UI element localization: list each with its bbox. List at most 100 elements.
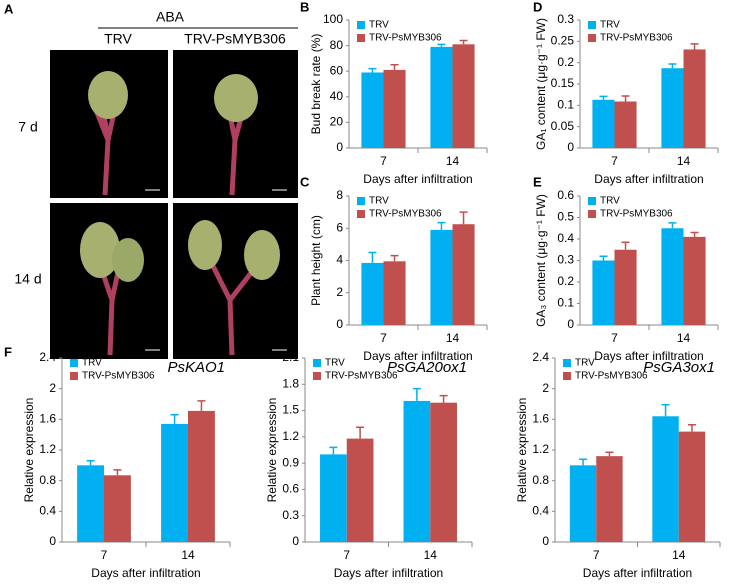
bar xyxy=(104,475,131,542)
x-tick-label: 7 xyxy=(611,154,618,168)
bar xyxy=(188,410,215,542)
panel-letter: F xyxy=(4,344,12,359)
panel-letter: D xyxy=(533,0,542,14)
legend-swatch xyxy=(588,197,596,205)
error-bar xyxy=(661,404,670,417)
y-tick-label: 0.6 xyxy=(282,482,299,496)
plant xyxy=(214,74,258,122)
error-bar xyxy=(579,458,588,466)
error-bar xyxy=(668,222,677,229)
bar xyxy=(430,229,453,325)
y-tick-label: 0.9 xyxy=(282,455,299,469)
y-tick-label: 0.4 xyxy=(532,504,549,518)
row-label: 7 d xyxy=(18,119,37,135)
plant xyxy=(112,238,144,282)
bar xyxy=(661,228,684,325)
x-tick-label: 14 xyxy=(446,154,460,168)
x-axis-label: Days after infiltration xyxy=(594,349,703,363)
legend-label: TRV xyxy=(600,20,620,31)
legend-label: TRV-PsMYB306 xyxy=(369,209,442,220)
legend-swatch xyxy=(588,21,596,29)
x-axis-label: Days after infiltration xyxy=(363,172,472,186)
bar xyxy=(346,438,374,542)
bar xyxy=(361,72,384,148)
y-tick-label: 2.1 xyxy=(282,350,299,364)
x-axis-label: Days after infiltration xyxy=(334,566,443,580)
x-tick-label: 14 xyxy=(424,548,438,562)
y-tick-label: 0 xyxy=(336,317,343,331)
legend-label: TRV-PsMYB306 xyxy=(575,371,648,382)
bar xyxy=(683,236,706,325)
y-tick-label: 0.6 xyxy=(557,188,574,202)
y-axis-label: GA₃ content (μg·g⁻¹ FW) xyxy=(534,194,548,327)
x-axis-label: Days after infiltration xyxy=(363,349,472,363)
y-tick-label: 0 xyxy=(336,140,343,154)
y-tick-label: 0.8 xyxy=(532,473,549,487)
legend-label: TRV xyxy=(600,196,620,207)
y-tick-label: 2.4 xyxy=(39,350,56,364)
y-tick-label: 0.8 xyxy=(39,473,56,487)
column-label: TRV-PsMYB306 xyxy=(184,31,286,47)
x-tick-label: 14 xyxy=(672,548,686,562)
y-tick-label: 0 xyxy=(292,534,299,548)
panel-letter: C xyxy=(300,174,310,189)
error-bar xyxy=(439,394,448,403)
legend-swatch xyxy=(70,359,78,367)
treatment-label: ABA xyxy=(156,9,185,25)
y-tick-label: 1.5 xyxy=(282,403,299,417)
y-tick-label: 20 xyxy=(330,115,344,129)
y-tick-label: 0.3 xyxy=(282,508,299,522)
x-axis-label: Days after infiltration xyxy=(583,566,692,580)
legend-swatch xyxy=(313,359,321,367)
chart-title: PsGA20ox1 xyxy=(387,359,467,376)
legend-swatch xyxy=(357,210,365,218)
error-bar xyxy=(687,423,696,432)
y-axis-label: GA₁ content (μg·g⁻¹ FW) xyxy=(534,18,548,150)
y-tick-label: 0.1 xyxy=(557,98,574,112)
y-tick-label: 0 xyxy=(567,317,574,331)
bar xyxy=(592,260,615,325)
bar xyxy=(161,423,188,542)
bar xyxy=(569,465,597,542)
legend-label: TRV-PsMYB306 xyxy=(600,33,673,44)
bar xyxy=(452,44,475,148)
x-tick-label: 14 xyxy=(446,331,460,345)
bar xyxy=(383,69,406,148)
plant xyxy=(244,230,280,280)
y-tick-label: 0.4 xyxy=(39,504,56,518)
legend-label: TRV xyxy=(369,20,389,31)
y-tick-label: 40 xyxy=(330,89,344,103)
legend-label: TRV xyxy=(575,358,595,369)
bar xyxy=(652,416,679,542)
error-bar xyxy=(605,451,614,457)
error-bar xyxy=(690,43,699,50)
error-bar xyxy=(668,63,677,69)
legend-label: TRV-PsMYB306 xyxy=(369,33,442,44)
legend-swatch xyxy=(357,197,365,205)
bar xyxy=(614,249,637,325)
bar xyxy=(77,465,104,542)
plant xyxy=(88,71,128,119)
x-tick-label: 7 xyxy=(343,548,350,562)
error-bar xyxy=(412,387,421,401)
y-tick-label: 1.2 xyxy=(532,442,549,456)
legend-swatch xyxy=(313,372,321,380)
y-tick-label: 0.3 xyxy=(557,253,574,267)
legend-label: TRV-PsMYB306 xyxy=(82,371,155,382)
error-bar xyxy=(437,43,446,47)
error-bar xyxy=(599,95,608,100)
bar xyxy=(592,99,615,148)
y-tick-label: 0.3 xyxy=(557,12,574,26)
bar xyxy=(430,402,457,542)
y-tick-label: 60 xyxy=(330,63,344,77)
y-tick-label: 4 xyxy=(336,253,343,267)
panel-a-photos xyxy=(50,27,298,359)
legend-swatch xyxy=(357,34,365,42)
x-tick-label: 14 xyxy=(677,154,691,168)
y-tick-label: 2 xyxy=(542,381,549,395)
error-bar xyxy=(368,251,377,263)
error-bar xyxy=(86,459,95,466)
legend-label: TRV xyxy=(82,358,102,369)
y-tick-label: 0.2 xyxy=(557,274,574,288)
